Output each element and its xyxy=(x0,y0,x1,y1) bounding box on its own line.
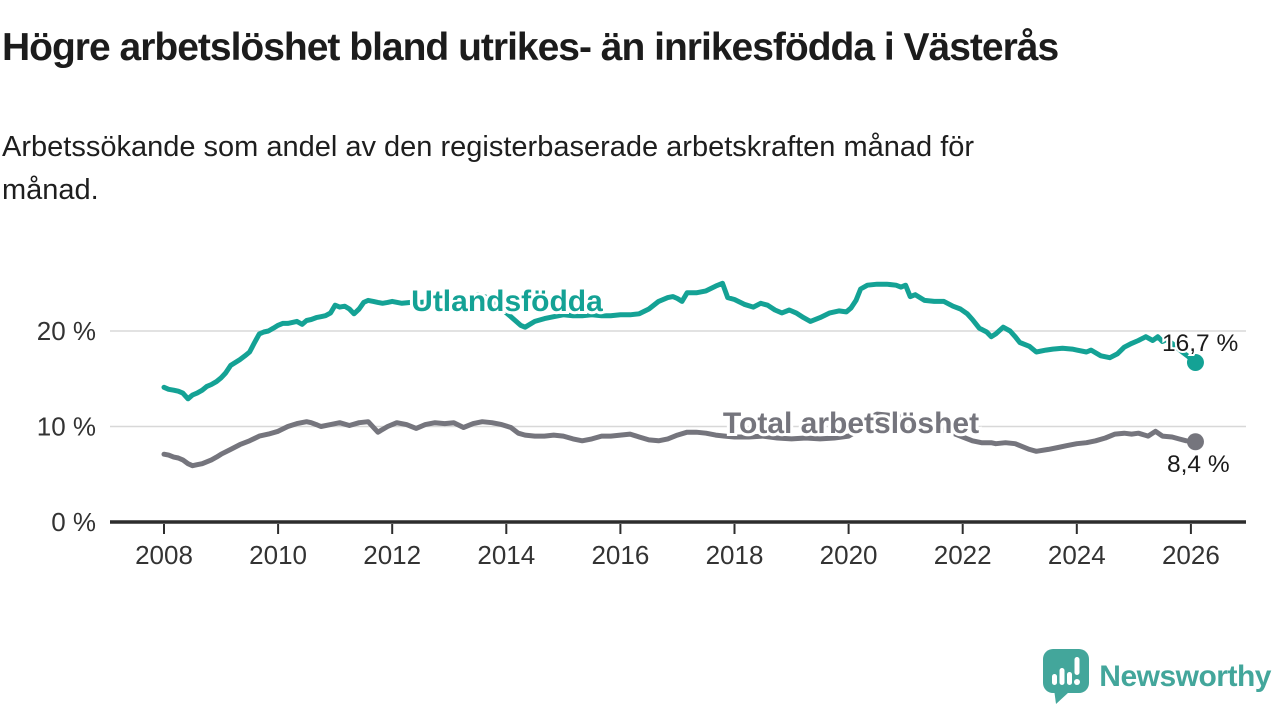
subtitle-line-2: månad. xyxy=(2,174,99,206)
x-tick-label-2024: 2024 xyxy=(1048,540,1106,570)
x-tick-label-2008: 2008 xyxy=(135,540,193,570)
series-line-total-arbetsloshet xyxy=(161,411,1198,469)
x-tick-label-2022: 2022 xyxy=(934,540,992,570)
x-tick-label-2016: 2016 xyxy=(591,540,649,570)
x-tick-label-2014: 2014 xyxy=(477,540,535,570)
newsworthy-logo-icon xyxy=(1043,649,1090,704)
x-tick-label-2026: 2026 xyxy=(1162,540,1220,570)
series-line-utlandsfodda xyxy=(161,280,1198,402)
y-tick-label-0: 0 % xyxy=(51,507,96,537)
x-tick-label-2010: 2010 xyxy=(249,540,307,570)
series-label-total-arbetsloshet: Total arbetslöshet xyxy=(723,407,979,440)
x-tick-label-2020: 2020 xyxy=(820,540,878,570)
x-tick-label-2012: 2012 xyxy=(363,540,421,570)
x-tick-label-2018: 2018 xyxy=(706,540,764,570)
series-end-value-total-arbetsloshet: 8,4 % xyxy=(1167,451,1230,478)
newsworthy-wordmark: Newsworthy xyxy=(1099,660,1271,693)
y-tick-label-20: 20 % xyxy=(37,316,96,346)
series-end-dot-utlandsfodda xyxy=(1186,354,1204,372)
subtitle-line-1: Arbetssökande som andel av den registerb… xyxy=(2,131,975,163)
series-end-dot-total-arbetsloshet xyxy=(1186,433,1204,451)
series-end-value-utlandsfodda: 16,7 % xyxy=(1162,330,1238,357)
page-title: Högre arbetslöshet bland utrikes- än inr… xyxy=(2,26,1059,69)
y-tick-label-10: 10 % xyxy=(37,412,96,442)
series-label-utlandsfodda: Utlandsfödda xyxy=(411,285,603,318)
chart-subtitle: Arbetssökande som andel av den registerb… xyxy=(2,126,1232,212)
branding: Newsworthy xyxy=(1043,649,1271,705)
